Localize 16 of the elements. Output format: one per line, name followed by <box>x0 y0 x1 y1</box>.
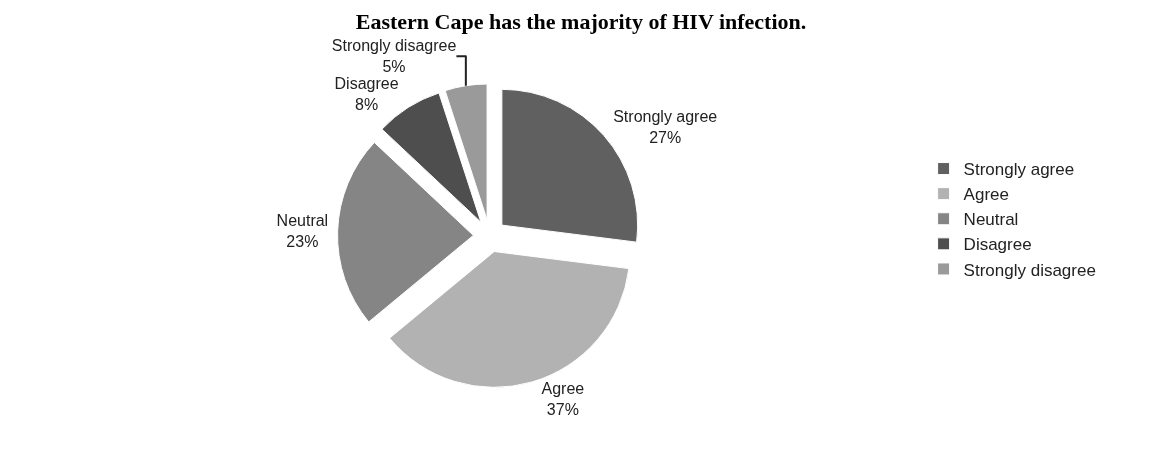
data-label: 8% <box>355 95 379 113</box>
slice-label: Strongly disagree <box>331 37 457 55</box>
slice-label: Strongly agree <box>613 108 718 126</box>
legend-label: Disagree <box>963 235 1032 255</box>
data-label: 27% <box>649 128 682 146</box>
data-label: 37% <box>546 401 579 419</box>
legend-label: Strongly disagree <box>963 260 1096 280</box>
legend-label: Agree <box>963 185 1009 205</box>
slice-label: Disagree <box>334 75 399 93</box>
chart-title: Eastern Cape has the majority of HIV infection. <box>355 9 807 35</box>
data-label: 23% <box>286 233 319 250</box>
slice-label: Neutral <box>276 212 329 230</box>
legend-label: Strongly agree <box>963 160 1075 180</box>
data-label: 5% <box>382 58 406 76</box>
legend-label: Neutral <box>963 210 1019 230</box>
slice-label: Agree <box>541 380 585 398</box>
